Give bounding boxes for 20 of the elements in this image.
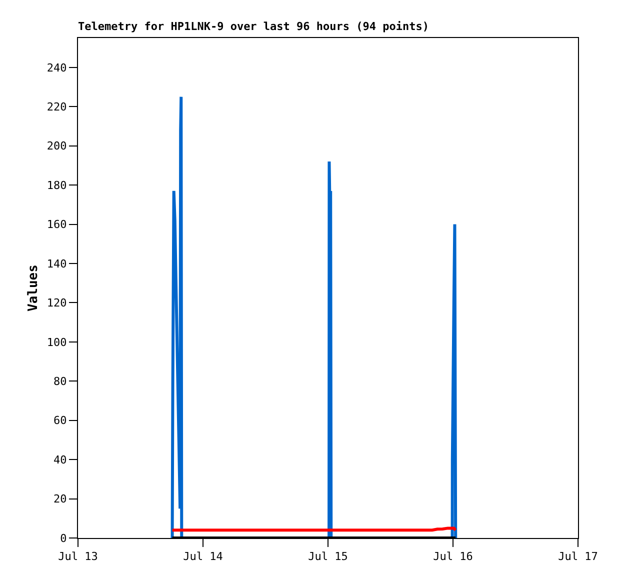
x-tick-label: Jul 15 bbox=[308, 550, 348, 564]
y-tick-label: 40 bbox=[54, 453, 67, 466]
y-tick-label: 20 bbox=[54, 492, 67, 506]
y-tick-label: 200 bbox=[46, 140, 67, 153]
y-tick-label: 80 bbox=[54, 374, 67, 388]
y-tick-label: 160 bbox=[46, 218, 67, 232]
y-tick-label: 140 bbox=[46, 257, 67, 270]
y-tick-label: 240 bbox=[46, 61, 67, 74]
x-tick-label: Jul 14 bbox=[183, 550, 224, 564]
y-tick-label: 120 bbox=[46, 296, 67, 310]
x-tick-label: Jul 13 bbox=[58, 550, 98, 564]
x-tick-label: Jul 16 bbox=[433, 550, 473, 564]
y-tick-label: 60 bbox=[54, 414, 67, 428]
chart-title: Telemetry for HP1LNK-9 over last 96 hours (94 points) bbox=[78, 20, 429, 33]
y-tick-label: 220 bbox=[46, 100, 67, 114]
y-axis-title: Values bbox=[26, 264, 41, 312]
x-tick-label: Jul 17 bbox=[558, 550, 598, 564]
y-tick-label: 180 bbox=[46, 178, 67, 192]
y-tick-label: 100 bbox=[46, 336, 67, 349]
y-tick-label: 0 bbox=[60, 532, 67, 545]
